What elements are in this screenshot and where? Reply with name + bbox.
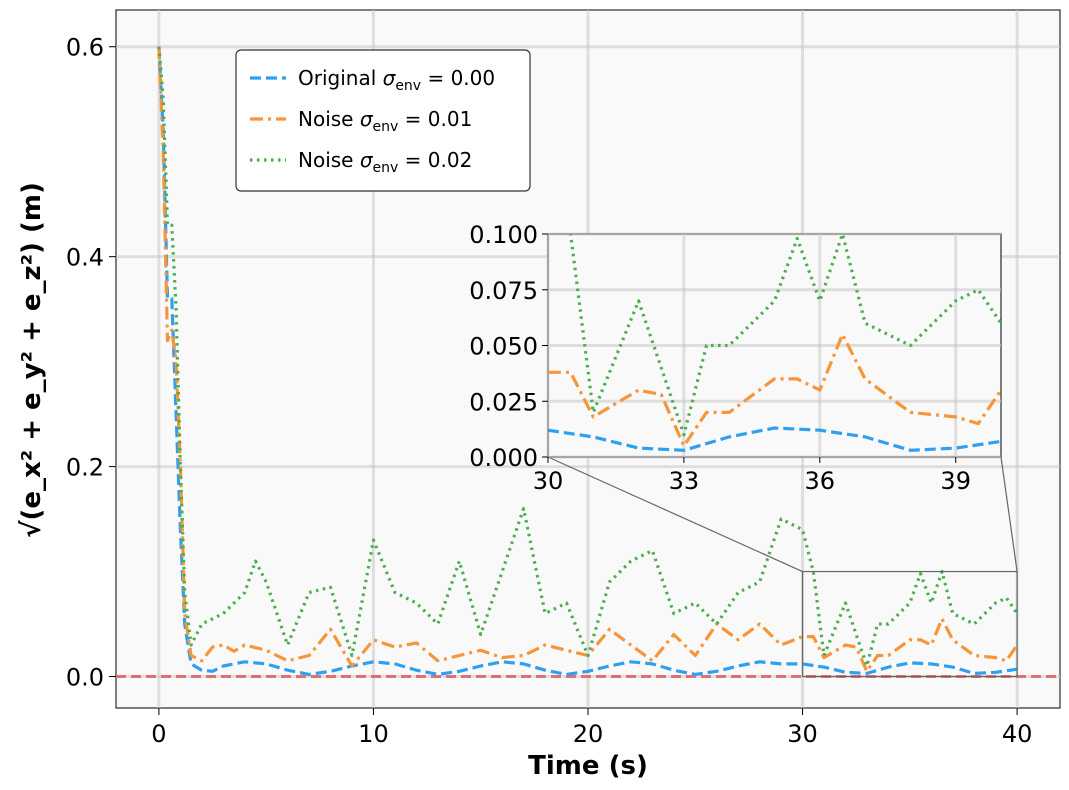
legend-box: [235, 49, 531, 192]
zoom-connector-left: [547, 456, 803, 573]
x-axis-title: Time (s): [528, 751, 648, 781]
legend-label: Original σenv = 0.00: [298, 66, 495, 94]
legend-label: Noise σenv = 0.02: [298, 148, 472, 176]
y-tick-label: 0.0: [66, 664, 104, 692]
zoom-connector-right: [1000, 456, 1018, 572]
inset-series: [548, 234, 1001, 452]
x-tick-label: 0: [151, 720, 166, 748]
inset-grid: [546, 232, 1001, 459]
legend: Original σenv = 0.00 Noise σenv = 0.01 Noi…: [235, 49, 531, 192]
zoom-indicator: [547, 456, 1018, 678]
inset-x-tick-label: 30: [533, 467, 564, 495]
series-line: [157, 46, 1019, 673]
inset-y-tick-label: 0.025: [469, 388, 538, 416]
y-axis-title: √(e_x² + e_y² + e_z²) (m): [17, 182, 47, 538]
inset-x-tick-label: 33: [669, 467, 700, 495]
series-line: [157, 46, 1019, 668]
inset-x-tick-label: 39: [940, 467, 971, 495]
y-tick-label: 0.4: [66, 244, 104, 272]
y-tick-label: 0.2: [66, 454, 104, 482]
series-line: [157, 46, 1018, 676]
inset-x-tick-label: 36: [805, 467, 836, 495]
x-tick-label: 30: [787, 720, 818, 748]
inset-y-tick-label: 0.075: [469, 277, 538, 305]
x-tick-label: 40: [1002, 720, 1033, 748]
inset-series-line: [548, 426, 1001, 452]
x-tick-label: 20: [573, 720, 604, 748]
inset-y-tick-label: 0.100: [469, 221, 538, 249]
main-ticks: 0 10 20 30 40 0.0 0.2 0.4 0.6: [66, 34, 1033, 748]
inset-y-tick-label: 0.000: [469, 444, 538, 472]
svg-text:√(e_x² + e_y² + e_z²) (m): √(e_x² + e_y² + e_z²) (m): [17, 182, 47, 538]
inset-ticks: 30 33 36 39 0.000 0.025 0.050 0.075 0.100: [469, 221, 971, 495]
zoom-region-box: [801, 570, 1018, 678]
y-tick-label: 0.6: [66, 34, 104, 62]
legend-label: Noise σenv = 0.01: [298, 107, 472, 135]
inset-y-tick-label: 0.050: [469, 333, 538, 361]
x-tick-label: 10: [358, 720, 389, 748]
inset-series-line: [548, 332, 1001, 448]
